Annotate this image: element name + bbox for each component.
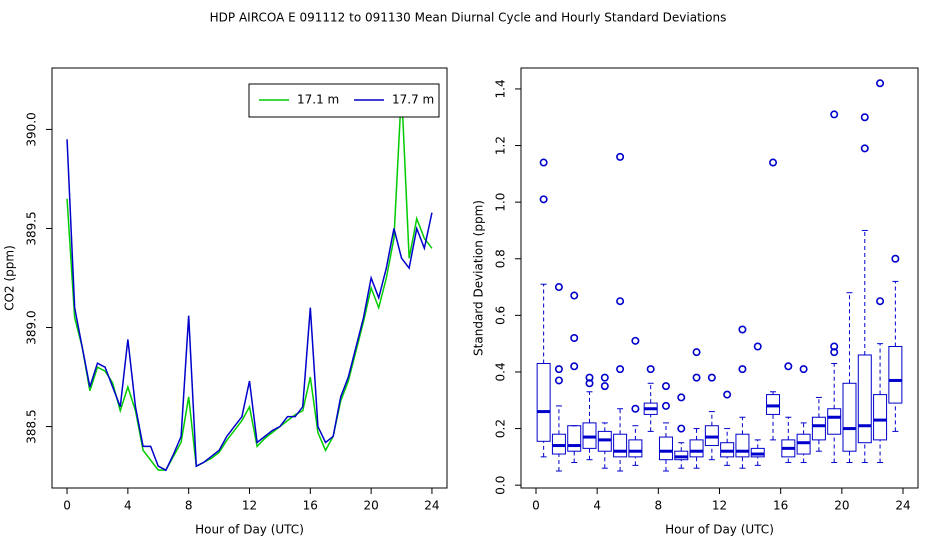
outlier [631, 404, 640, 413]
y-tick-label: 389.0 [25, 310, 39, 344]
y-tick-label: 0.2 [494, 419, 508, 438]
outlier [738, 325, 747, 334]
y-tick-label: 1.4 [494, 79, 508, 98]
box [827, 408, 842, 435]
legend-label: 17.1 m [297, 93, 339, 107]
x-tick-label: 12 [242, 499, 257, 513]
outlier [860, 113, 869, 122]
outlier [570, 333, 579, 342]
y-tick-label: 0.6 [494, 306, 508, 325]
plot-frame [51, 67, 448, 489]
outlier [600, 373, 609, 382]
y-tick-label: 1.2 [494, 136, 508, 155]
box [735, 433, 750, 458]
outlier [539, 158, 548, 167]
box [536, 362, 551, 442]
y-tick-label: 389.5 [25, 211, 39, 245]
outlier [554, 376, 563, 385]
outlier [738, 365, 747, 374]
data-line [66, 139, 433, 472]
box [689, 439, 704, 458]
y-tick-label: 0.0 [494, 476, 508, 495]
outlier [799, 365, 808, 374]
y-axis-label: CO2 (ppm) [3, 245, 17, 311]
outlier [554, 365, 563, 374]
x-tick-label: 20 [834, 499, 849, 513]
x-tick-label: 8 [655, 499, 663, 513]
x-tick-label: 0 [63, 499, 71, 513]
outlier [830, 348, 839, 357]
box [658, 436, 673, 461]
x-tick-label: 12 [712, 499, 727, 513]
outlier [677, 393, 686, 402]
box [811, 416, 826, 441]
box [842, 382, 857, 452]
outlier [661, 382, 670, 391]
outlier [860, 144, 869, 153]
outlier [723, 390, 732, 399]
outlier [616, 297, 625, 306]
outlier [570, 362, 579, 371]
outlier [616, 365, 625, 374]
outlier [891, 254, 900, 263]
outlier [692, 373, 701, 382]
outlier [876, 79, 885, 88]
x-tick-label: 0 [532, 499, 540, 513]
y-tick-label: 0.4 [494, 362, 508, 381]
box [613, 433, 628, 458]
x-axis-label: Hour of Day (UTC) [195, 523, 304, 537]
outlier [539, 195, 548, 204]
chart-title: HDP AIRCOA E 091112 to 091130 Mean Diurn… [210, 11, 727, 25]
y-tick-label: 390.0 [25, 112, 39, 146]
box [873, 394, 888, 441]
outlier [554, 283, 563, 292]
outlier [616, 152, 625, 161]
outlier [631, 336, 640, 345]
outlier [661, 401, 670, 410]
y-tick-label: 1.0 [494, 193, 508, 212]
y-axis-label: Standard Deviation (ppm) [472, 200, 486, 356]
x-tick-label: 24 [895, 499, 910, 513]
box [888, 345, 903, 404]
x-tick-label: 24 [424, 499, 439, 513]
x-tick-label: 8 [185, 499, 193, 513]
x-tick-label: 20 [363, 499, 378, 513]
outlier [753, 342, 762, 351]
box [857, 354, 872, 444]
outlier [585, 379, 594, 388]
x-tick-label: 4 [124, 499, 132, 513]
y-tick-label: 0.8 [494, 249, 508, 268]
outlier [600, 382, 609, 391]
box [628, 439, 643, 458]
x-tick-label: 16 [773, 499, 788, 513]
legend-label: 17.7 m [392, 93, 434, 107]
outlier [769, 158, 778, 167]
outlier [570, 291, 579, 300]
outlier [830, 110, 839, 119]
x-tick-label: 16 [303, 499, 318, 513]
outlier [876, 297, 885, 306]
outlier [784, 362, 793, 371]
y-tick-label: 388.5 [25, 409, 39, 443]
x-axis-label: Hour of Day (UTC) [665, 523, 774, 537]
data-line [66, 89, 433, 471]
outlier [677, 424, 686, 433]
outlier [646, 365, 655, 374]
x-tick-label: 4 [593, 499, 601, 513]
outlier [692, 348, 701, 357]
outlier [707, 373, 716, 382]
box [567, 425, 582, 452]
